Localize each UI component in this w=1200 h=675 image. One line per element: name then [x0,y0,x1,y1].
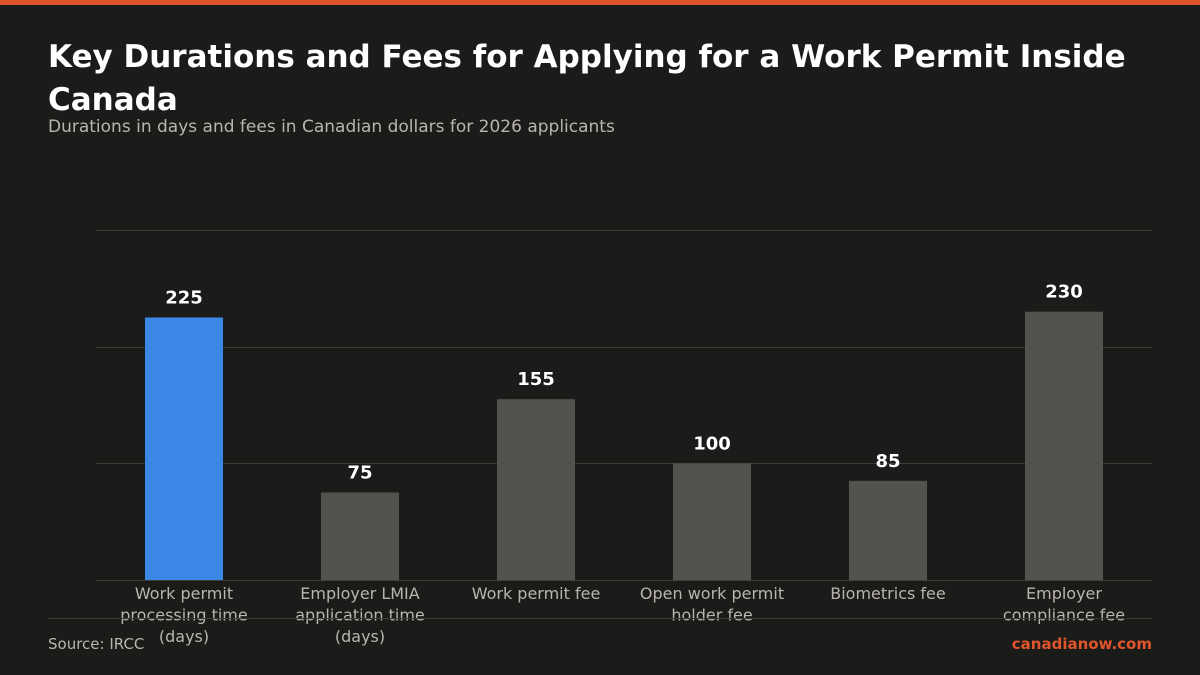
x-tick-label: Work permit fee [472,584,601,603]
x-tick-label-line: compliance fee [1003,606,1125,625]
chart-title: Key Durations and Fees for Applying for … [48,39,1126,118]
bar [145,317,223,580]
x-tick-label: Employer LMIA application time (days) [295,584,425,646]
x-tick-label-line: processing time [120,606,247,625]
x-tick-label-line: (days) [159,627,209,646]
bar [321,492,399,580]
bar-value-label: 75 [347,463,372,484]
chart-subtitle: Durations in days and fees in Canadian d… [48,117,615,137]
x-tick-label-line: Biometrics fee [830,584,945,603]
accent-top-bar [0,0,1200,5]
bar [1025,311,1103,580]
bar [497,399,575,580]
bar-value-label: 85 [875,451,900,472]
x-tick-label-line: Open work permit [640,584,784,603]
source-note: Source: IRCC [48,635,145,653]
x-tick-label-line: application time [295,606,425,625]
x-tick-label-line: Work permit fee [472,584,601,603]
x-tick-label: Biometrics fee [830,584,945,603]
x-tick-label-line: Employer LMIA [300,584,420,603]
footer-divider [48,618,1152,619]
x-tick-label-line: holder fee [671,606,752,625]
x-tick-label-line: Work permit [135,584,233,603]
bar-value-label: 155 [517,369,555,390]
bar-value-label: 230 [1045,282,1083,303]
brand-link[interactable]: canadianow.com [1011,635,1152,653]
x-tick-label-line: (days) [335,627,385,646]
x-tick-label-line: Employer [1026,584,1102,603]
bar [849,480,927,580]
x-tick-label: Work permit processing time (days) [120,584,247,646]
x-tick-label: Employer compliance fee [1003,584,1125,625]
bar [673,463,751,580]
x-tick-label: Open work permit holder fee [640,584,784,625]
bar-value-label: 100 [693,433,731,454]
bar-value-label: 225 [165,288,203,309]
